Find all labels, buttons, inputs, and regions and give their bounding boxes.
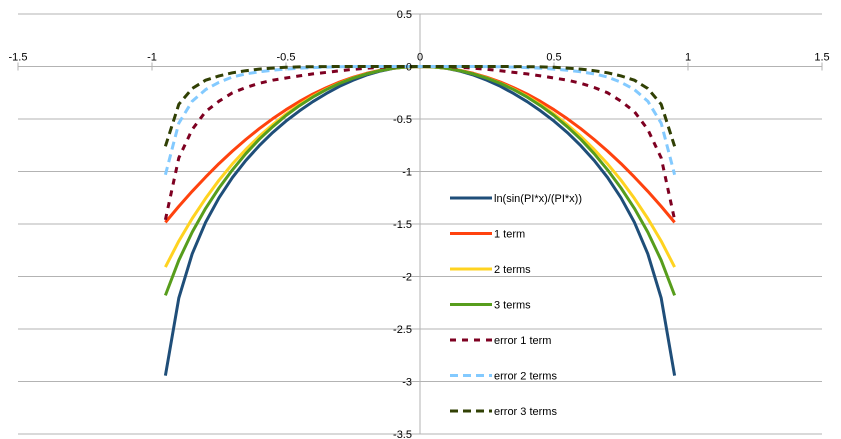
y-tick-label: -3.5 xyxy=(393,429,412,439)
x-tick-label: 0.5 xyxy=(546,52,561,64)
x-tick-label: -1 xyxy=(147,52,157,64)
y-tick-label: 0.5 xyxy=(397,9,412,21)
y-tick-label: -3 xyxy=(402,377,412,389)
y-tick-label: -1.5 xyxy=(393,219,412,231)
legend-label-1: ln(sin(PI*x)/(PI*x)) xyxy=(494,193,582,205)
legend-label-2: 1 term xyxy=(494,229,525,241)
x-tick-label: 1.5 xyxy=(814,52,829,64)
legend-label-4: 3 terms xyxy=(494,300,531,312)
x-tick-label: -1.5 xyxy=(9,52,28,64)
legend-label-3: 2 terms xyxy=(494,264,531,276)
y-tick-label: -2.5 xyxy=(393,324,412,336)
x-tick-label: 0 xyxy=(417,52,423,64)
y-tick-label: -2 xyxy=(402,272,412,284)
x-tick-label: -0.5 xyxy=(277,52,296,64)
x-tick-label: 1 xyxy=(685,52,691,64)
legend-label-6: error 2 terms xyxy=(494,371,557,383)
legend-label-7: error 3 terms xyxy=(494,406,557,418)
y-tick-label: 0 xyxy=(406,62,412,74)
y-tick-label: -0.5 xyxy=(393,114,412,126)
y-tick-label: -1 xyxy=(402,167,412,179)
legend-label-5: error 1 term xyxy=(494,335,551,347)
